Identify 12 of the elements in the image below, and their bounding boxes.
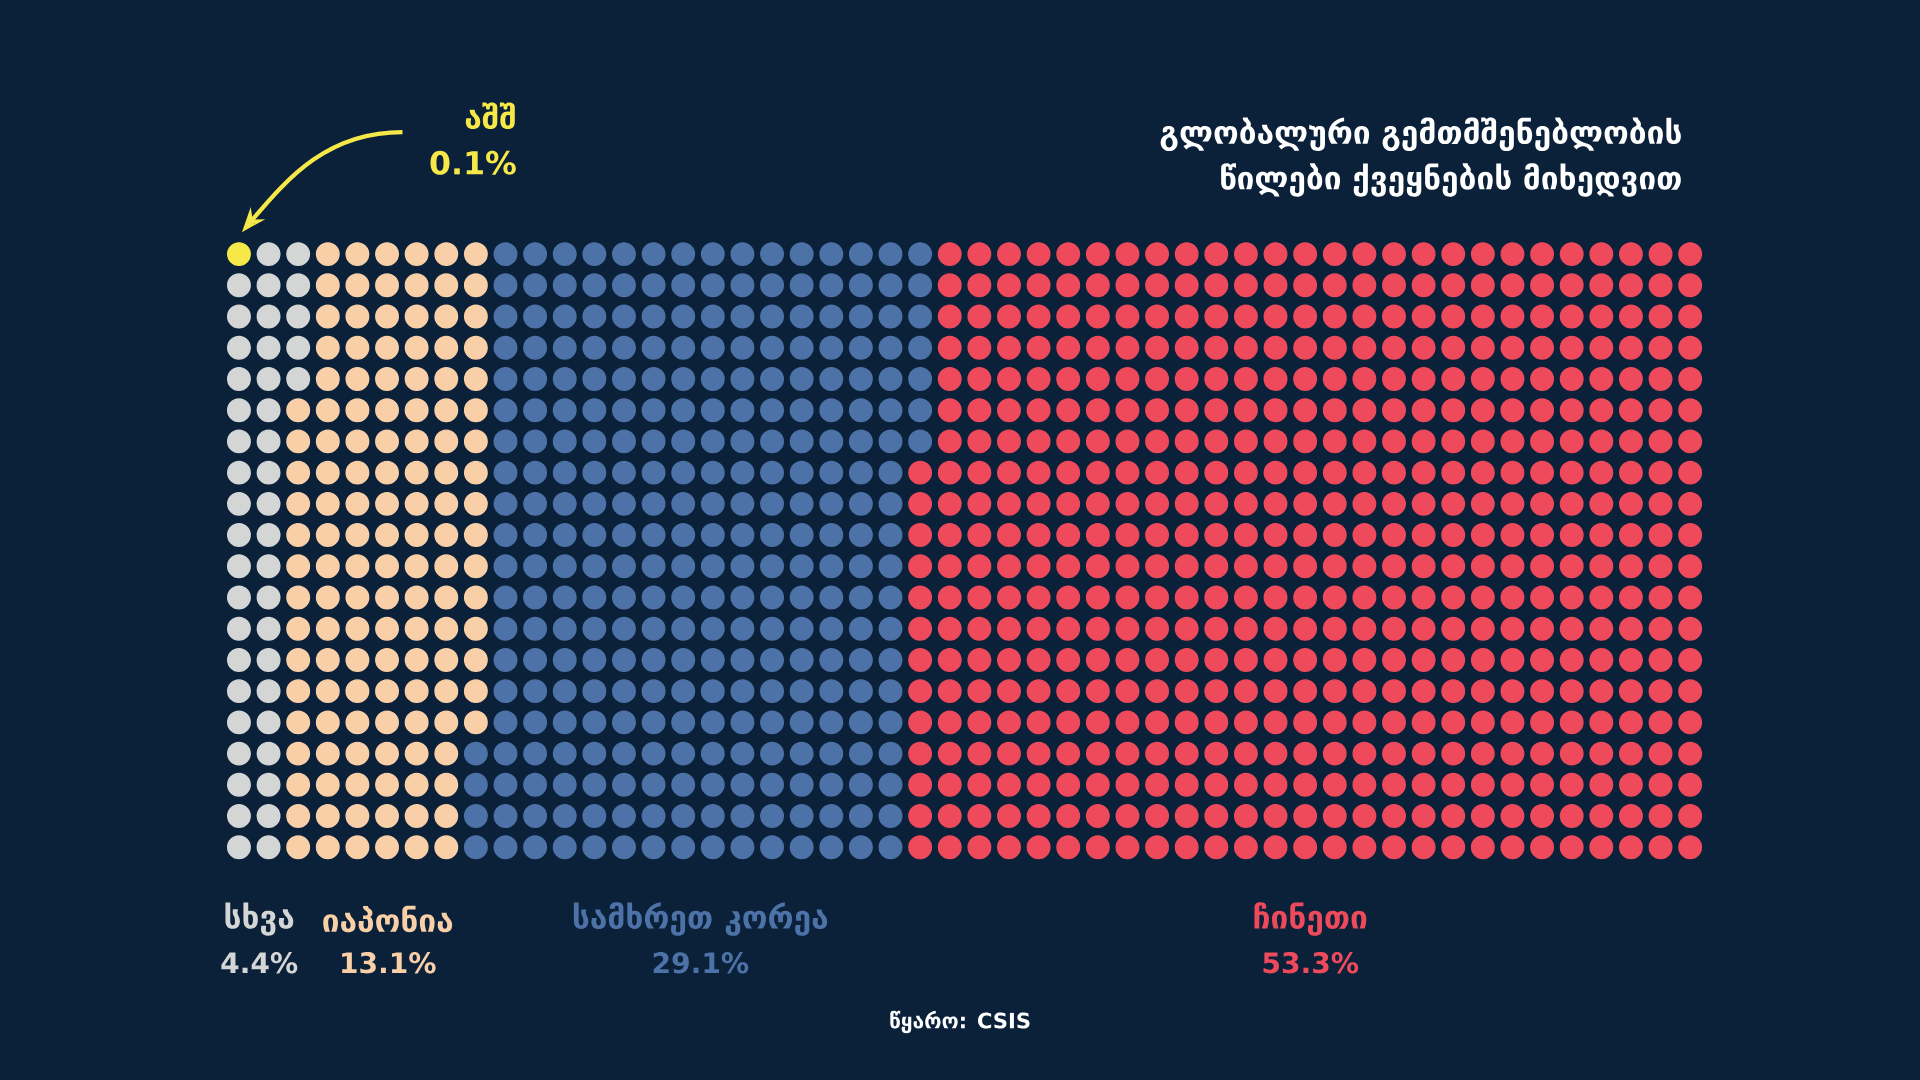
category-label: აშშ <box>465 102 515 130</box>
category-label: ჩინეთი <box>1254 902 1367 936</box>
data-label: 13.1% <box>342 952 436 974</box>
category-label: იაპონია <box>323 905 453 933</box>
data-label: 4.4% <box>221 952 298 974</box>
category-label: სამხრეთ კორეა <box>573 902 828 936</box>
data-label: 53.3% <box>1263 952 1359 974</box>
text: წყარო: CSIS <box>890 1010 1030 1034</box>
data-label: 0.1% <box>430 150 516 175</box>
category-label: სხვა <box>225 902 294 936</box>
data-label: 29.1% <box>653 952 749 974</box>
text: გლობალური გემთმშენებლობის წილები ქვეყნების მიხედვით <box>1160 117 1681 197</box>
